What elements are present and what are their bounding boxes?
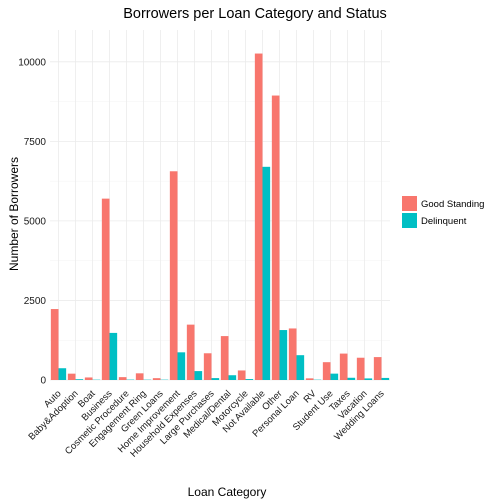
bar-good-standing xyxy=(186,324,195,380)
legend-label: Good Standing xyxy=(421,199,484,210)
grid xyxy=(50,30,390,381)
y-tick-label: 7500 xyxy=(24,137,47,148)
bar-delinquent xyxy=(279,330,288,380)
bar-good-standing xyxy=(84,377,93,380)
bar-good-standing xyxy=(203,353,212,380)
bar-delinquent xyxy=(330,373,339,380)
bar-delinquent xyxy=(245,379,254,380)
bar-good-standing xyxy=(237,370,246,380)
chart-title: Borrowers per Loan Category and Status xyxy=(123,6,387,22)
bar-good-standing xyxy=(254,53,263,380)
x-axis-title: Loan Category xyxy=(188,485,267,499)
bar-good-standing xyxy=(118,377,127,380)
legend-swatch xyxy=(402,196,417,211)
bar-delinquent xyxy=(177,352,186,380)
bar-good-standing xyxy=(373,357,382,380)
bar-good-standing xyxy=(356,357,365,380)
bar-good-standing xyxy=(305,378,314,380)
bar-good-standing xyxy=(271,95,280,380)
bars xyxy=(50,53,390,380)
bar-delinquent xyxy=(211,378,220,380)
bar-delinquent xyxy=(109,332,118,380)
bar-good-standing xyxy=(152,378,161,380)
bar-delinquent xyxy=(194,371,203,380)
legend-label: Delinquent xyxy=(421,216,467,227)
y-tick-label: 10000 xyxy=(18,57,46,68)
bar-good-standing xyxy=(322,362,331,380)
legend: Good Standing Delinquent xyxy=(402,196,484,228)
y-tick-label: 5000 xyxy=(24,216,47,227)
bar-good-standing xyxy=(50,309,59,380)
bar-delinquent xyxy=(364,378,373,380)
bar-delinquent xyxy=(381,377,390,380)
bar-good-standing xyxy=(67,373,76,380)
y-tick-label: 2500 xyxy=(24,296,47,307)
bar-good-standing xyxy=(101,198,110,380)
bar-delinquent xyxy=(58,368,67,380)
bar-delinquent xyxy=(228,375,237,380)
bar-good-standing xyxy=(288,328,297,380)
bar-good-standing xyxy=(169,171,178,380)
bar-good-standing xyxy=(135,373,144,380)
bar-delinquent xyxy=(75,379,84,380)
bar-good-standing xyxy=(339,353,348,380)
y-axis-title: Number of Borrowers xyxy=(7,157,21,271)
bar-delinquent xyxy=(262,166,271,380)
y-tick-label: 0 xyxy=(40,376,46,387)
y-tick-labels: 0 2500 5000 7500 10000 xyxy=(18,57,46,386)
bar-delinquent xyxy=(296,355,305,380)
bar-good-standing xyxy=(220,336,229,380)
bar-delinquent xyxy=(347,377,356,380)
legend-swatch xyxy=(402,213,417,228)
